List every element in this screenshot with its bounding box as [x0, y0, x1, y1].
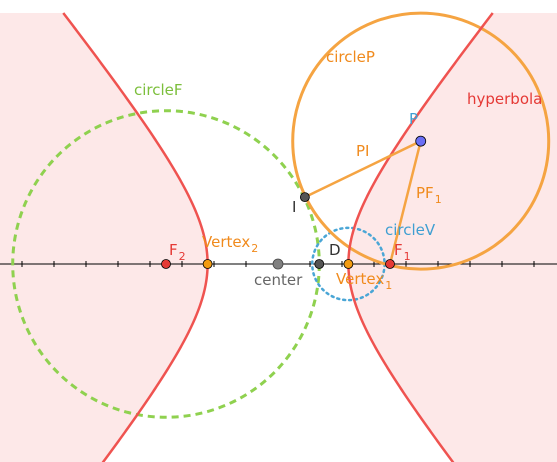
circleF-label: circleF	[134, 81, 183, 99]
blue-point-icon[interactable]	[416, 136, 426, 146]
orange-point-icon[interactable]	[203, 260, 212, 269]
point-I-label: I	[292, 198, 296, 216]
hyperbola-label: hyperbola	[467, 90, 542, 108]
segment-PI-label: PI	[356, 142, 369, 160]
dark-point-icon[interactable]	[300, 193, 309, 202]
hyperbola-exterior-region-right	[348, 13, 557, 462]
center-label: center	[254, 271, 303, 289]
circleP-label: circleP	[326, 48, 375, 66]
red-point-icon[interactable]	[162, 260, 171, 269]
point-D-label: D	[329, 241, 341, 259]
dark-point-icon[interactable]	[315, 260, 324, 269]
vertex2-label: Vertex2	[202, 233, 258, 255]
orange-point-icon[interactable]	[344, 260, 353, 269]
circleV-label: circleV	[385, 221, 436, 239]
point-P-label: P	[409, 110, 418, 128]
red-point-icon[interactable]	[386, 260, 395, 269]
gray-point-icon[interactable]	[273, 259, 283, 269]
